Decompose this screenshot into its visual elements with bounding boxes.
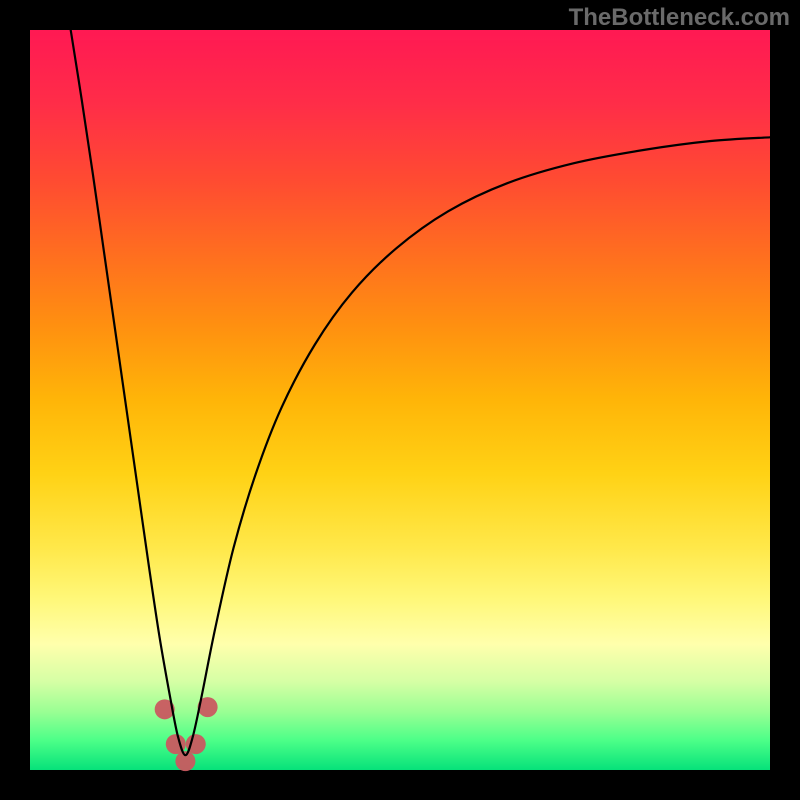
bottleneck-chart (0, 0, 800, 800)
plot-background (30, 30, 770, 770)
chart-container: TheBottleneck.com (0, 0, 800, 800)
watermark-text: TheBottleneck.com (569, 4, 790, 32)
